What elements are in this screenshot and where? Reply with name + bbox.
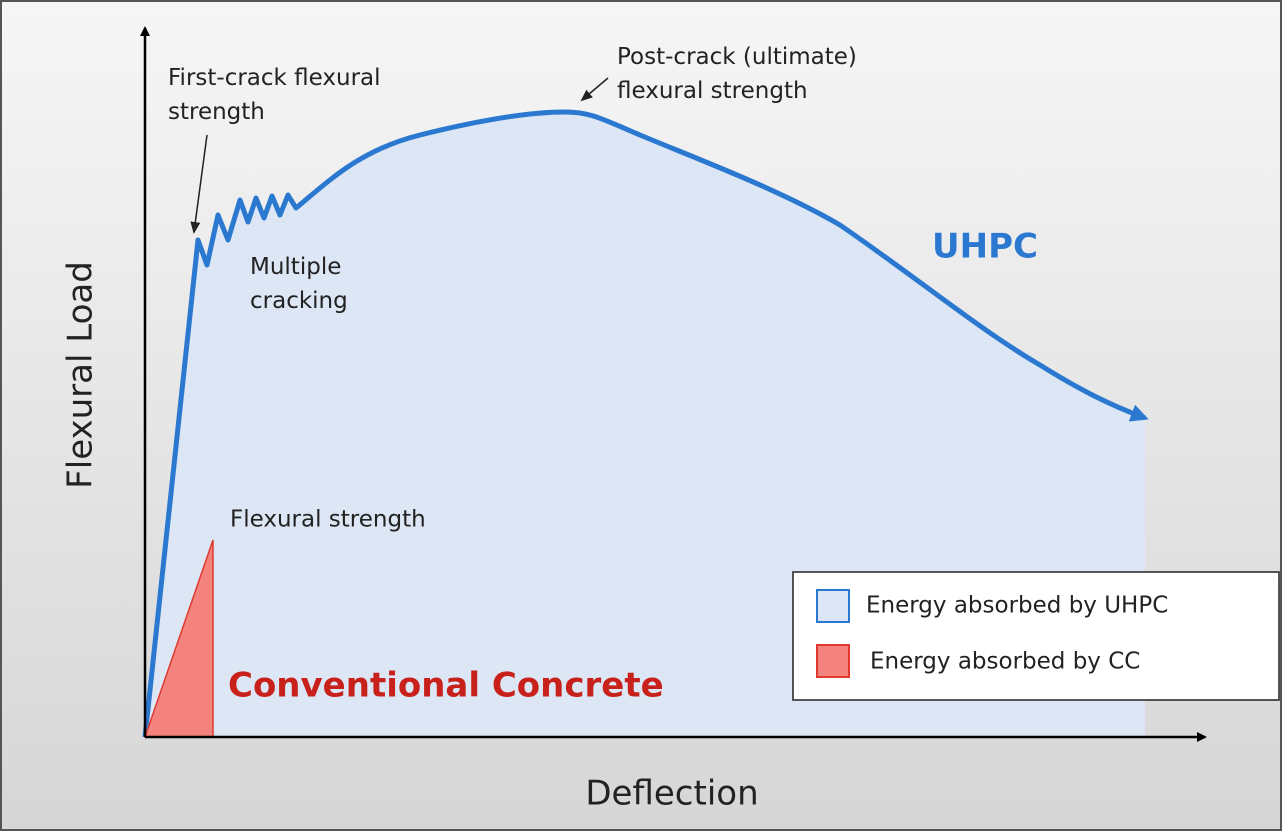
annotation-arrow <box>580 77 609 102</box>
annotation: First-crack flexural strength <box>168 65 381 125</box>
annotation: Flexural strength <box>230 507 426 533</box>
legend-swatch <box>816 644 850 678</box>
uhpc-curve <box>142 109 1149 738</box>
annotation: Post-crack (ultimate) flexural strength <box>617 44 857 104</box>
legend <box>792 571 1280 701</box>
annotation-arrow <box>190 134 208 234</box>
legend-label: Energy absorbed by CC <box>870 649 1140 675</box>
legend-label: Energy absorbed by UHPC <box>866 593 1168 619</box>
x-axis-label: Deflection <box>585 774 758 814</box>
legend-swatch <box>816 589 850 623</box>
y-axis-label: Flexural Load <box>61 261 101 489</box>
annotation: Multiple cracking <box>250 254 348 314</box>
cc-label: Conventional Concrete <box>228 666 664 706</box>
uhpc-label: UHPC <box>932 227 1038 267</box>
